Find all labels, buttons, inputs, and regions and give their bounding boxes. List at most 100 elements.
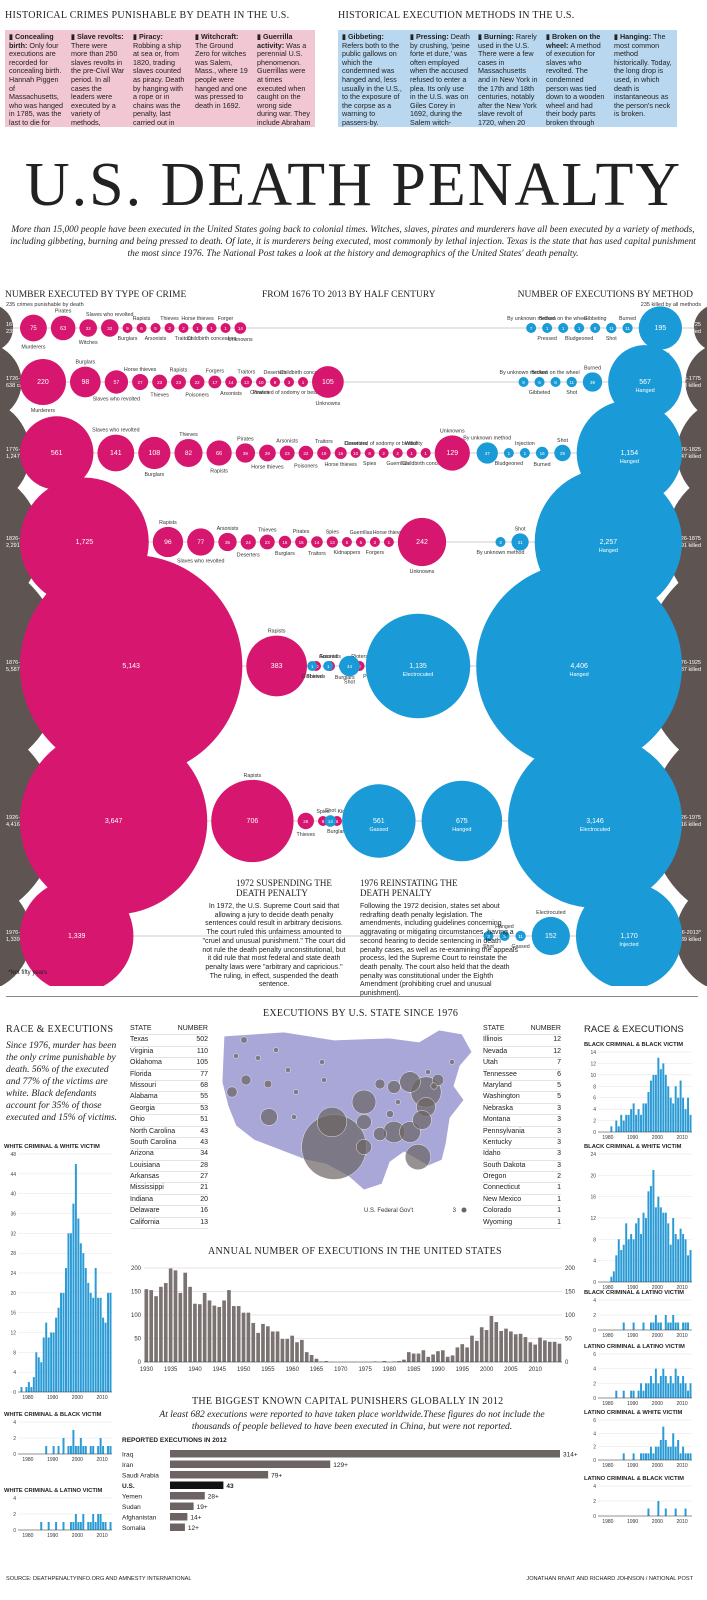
crime-note: 235 crimes punishable by death [6, 302, 84, 308]
state-bubble [374, 1078, 386, 1090]
global-country: U.S. [122, 1483, 135, 1490]
race-bar [657, 1383, 660, 1398]
race-xtick: 2010 [677, 1333, 688, 1339]
crime-bubble [420, 448, 431, 458]
crime-value: 129 [446, 450, 458, 457]
global-country: Afghanistan [122, 1515, 157, 1522]
crime-label: Murderers [21, 344, 45, 350]
annual-bar [484, 1330, 489, 1362]
race-bar [97, 1297, 100, 1392]
race-bar [664, 1212, 667, 1282]
race-ytick: 4 [13, 1370, 16, 1376]
global-bar [170, 1460, 331, 1468]
method-box: ▮ Hanging: The most common method histor… [610, 30, 677, 127]
race-xtick: 2000 [652, 1285, 663, 1291]
race-ytick: 12 [590, 1216, 596, 1222]
annual-bar [426, 1356, 431, 1362]
state-row: Missouri 68 [130, 1081, 208, 1093]
race-xtick: 2000 [652, 1333, 663, 1339]
crime-value: 35 [225, 540, 231, 545]
crime-bubble [298, 445, 314, 461]
method-value: 1 [311, 664, 314, 669]
crime-value: 242 [416, 539, 428, 546]
total-label-right: 5,587 killed [673, 667, 701, 673]
state-name: Indiana [130, 1195, 153, 1203]
race-bar [617, 1239, 620, 1282]
race-bar [642, 1453, 645, 1460]
state-row: Pennsylvania 3 [483, 1127, 561, 1138]
crime-value: 1 [224, 326, 227, 331]
period-label-right: 1826-1875 [675, 536, 701, 542]
crime-label: Rapists [210, 469, 228, 475]
race-bar [677, 1322, 680, 1330]
method-label: Injection [515, 441, 535, 447]
race-bar [684, 1383, 687, 1398]
race-ytick: 4 [593, 1484, 596, 1490]
state-row: Nebraska 3 [483, 1104, 561, 1116]
race-bar [630, 1109, 633, 1132]
period-label-right: 1776-1825 [675, 447, 701, 453]
race-ytick: 4 [593, 1259, 596, 1265]
state-bubble [319, 1059, 325, 1065]
crime-bubble [132, 373, 149, 391]
race-bar [674, 1446, 677, 1460]
race-bar [99, 1514, 102, 1530]
annual-bar [183, 1272, 188, 1362]
race-xtick: 2000 [652, 1519, 663, 1525]
race-bar [40, 1522, 43, 1530]
annual-bar [455, 1347, 460, 1362]
crime-value: 108 [148, 450, 160, 457]
race-bar [669, 1244, 672, 1282]
annual-bar [217, 1307, 222, 1362]
crime-label: Thieves [258, 528, 277, 534]
crime-value: 39 [243, 451, 249, 456]
annual-ytick: 50 [134, 1337, 141, 1343]
method-value: 1 [327, 664, 330, 669]
method-box-head: ▮ Burning: [478, 32, 516, 41]
race-bar [627, 1114, 630, 1132]
crime-label: Thieves [150, 392, 169, 398]
race-bar [72, 1203, 75, 1392]
state-name: Virginia [130, 1047, 154, 1055]
state-row: Delaware 16 [130, 1206, 208, 1218]
method-label: Shot [515, 526, 526, 532]
source-note: SOURCE: DEATHPENALTYINFO.ORG AND AMNESTY… [6, 1576, 192, 1582]
method-bubble [495, 537, 506, 547]
state-bubble [240, 1074, 252, 1086]
race-bar [657, 1322, 660, 1330]
race-bar [94, 1268, 97, 1392]
crime-value: 141 [110, 450, 122, 457]
annual-bar [275, 1331, 280, 1362]
race-bar [69, 1522, 72, 1530]
state-bubble [260, 1108, 278, 1126]
state-value: 502 [196, 1036, 208, 1044]
race-bar [642, 1103, 645, 1132]
state-name: Arizona [130, 1150, 154, 1158]
race-bar [72, 1522, 75, 1530]
annual-bar [163, 1283, 168, 1362]
period-label-left: 1926-1975 [6, 815, 32, 821]
race-xtick: 2010 [677, 1519, 688, 1525]
crime-value: 57 [113, 380, 119, 386]
race-ytick: 8 [593, 1237, 596, 1243]
state-name: Georgia [130, 1104, 155, 1112]
crime-label: Pirates [237, 436, 254, 442]
state-row: Louisiana 28 [130, 1161, 208, 1173]
state-name: South Dakota [483, 1161, 526, 1169]
method-label: Pressed [537, 336, 556, 342]
race-bar [662, 1212, 665, 1282]
method-label: By unknown method [500, 370, 548, 376]
race-bar [45, 1322, 48, 1392]
race-bar [649, 1376, 652, 1398]
race-bar [47, 1522, 50, 1530]
annual-bar [144, 1289, 149, 1362]
method-label: Shot [483, 944, 494, 950]
method-value: 1,170 [620, 933, 638, 940]
race-chart-title: BLACK CRIMINAL & LATINO VICTIM [584, 1290, 684, 1296]
race-bar [637, 1109, 640, 1132]
race-xtick: 2010 [97, 1533, 108, 1539]
state-value: 34 [200, 1150, 208, 1158]
state-value: 5 [557, 1081, 561, 1089]
annual-xtick: 1960 [286, 1367, 300, 1373]
race-bar [659, 1440, 662, 1460]
